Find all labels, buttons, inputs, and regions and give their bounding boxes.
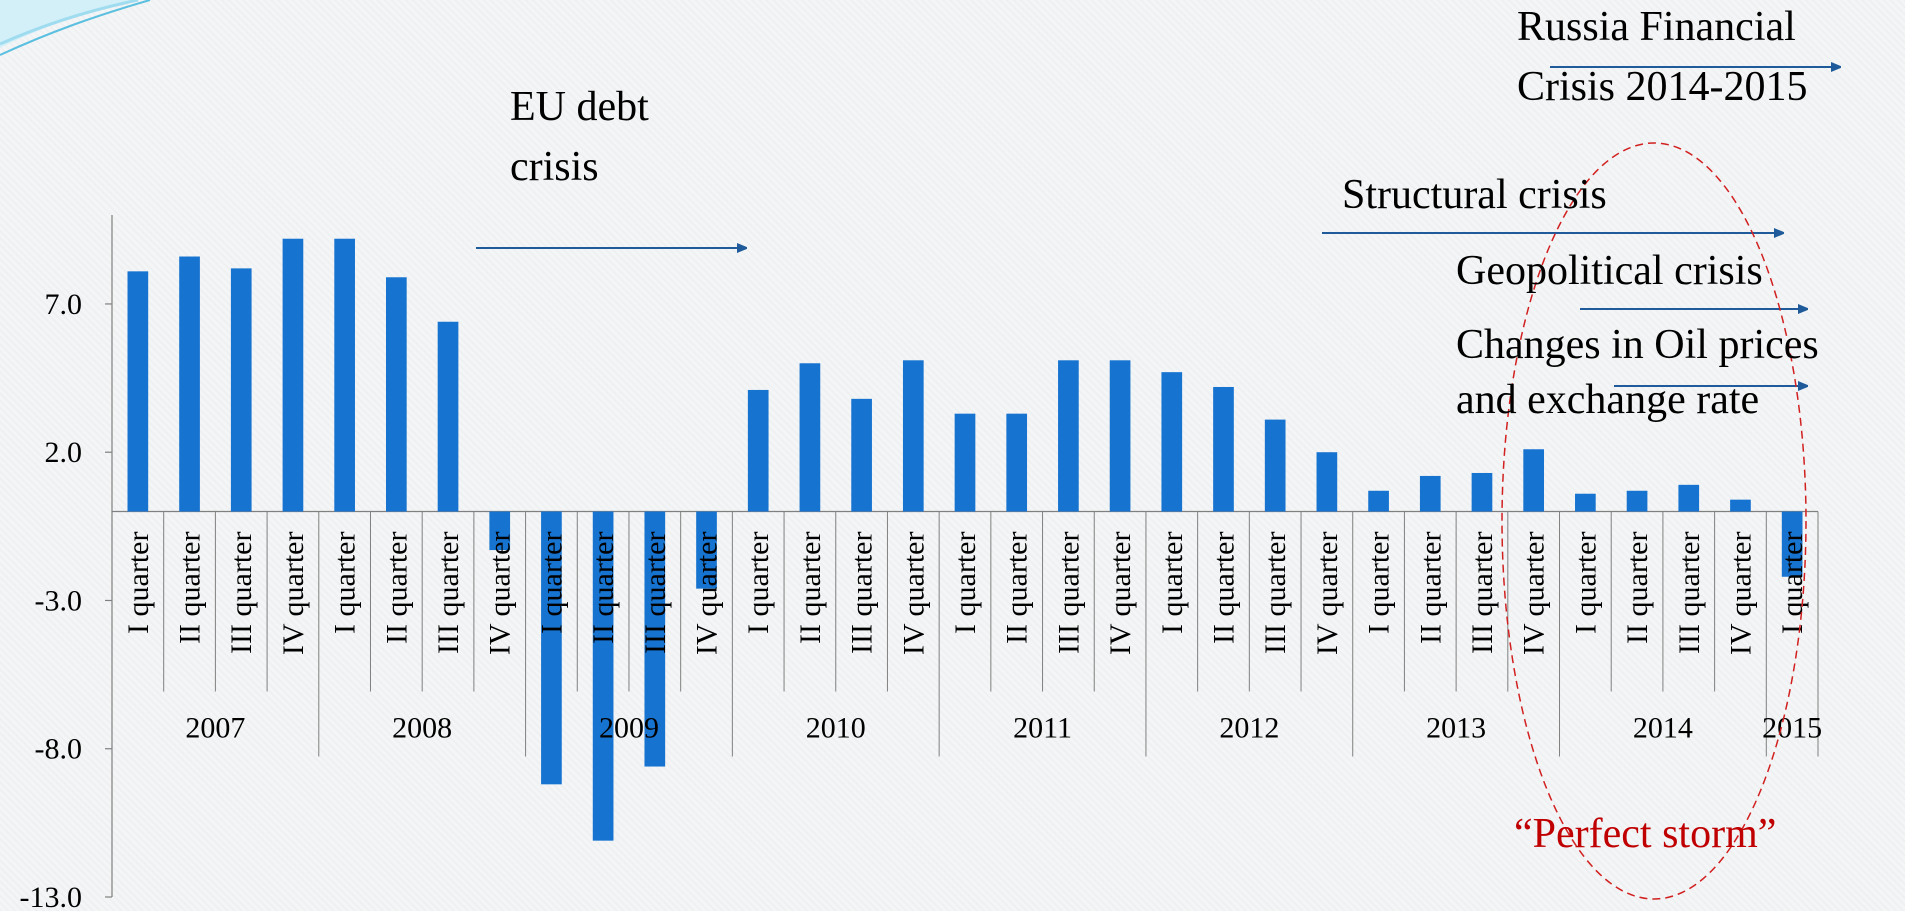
- bar: [230, 268, 252, 512]
- year-label: 2007: [185, 712, 245, 745]
- year-label: 2013: [1426, 712, 1486, 745]
- year-group-labels: 2007 2008 2009 2010 2011 2012 2013 2014 2015: [185, 712, 1822, 745]
- annotation-arrows: [476, 67, 1840, 386]
- category-label: III quarter: [846, 532, 879, 654]
- russia-financial-crisis-text: Russia Financial Crisis 2014-2015: [1517, 4, 1808, 110]
- category-label: III quarter: [432, 532, 465, 654]
- category-label: IV quarter: [1104, 532, 1137, 656]
- year-label: 2008: [392, 712, 452, 745]
- bar: [747, 389, 769, 512]
- bar: [799, 363, 821, 512]
- bar: [1109, 360, 1131, 512]
- y-tick-label: -13.0: [20, 881, 83, 911]
- bar: [489, 511, 511, 551]
- bar: [282, 238, 304, 512]
- category-label: I quarter: [1569, 532, 1602, 634]
- bar: [1781, 511, 1803, 577]
- bar: [851, 398, 872, 512]
- year-label: 2012: [1219, 712, 1279, 745]
- bar: [1626, 490, 1648, 512]
- bar: [1006, 413, 1028, 512]
- category-label: I quarter: [742, 532, 775, 634]
- category-label: III quarter: [1052, 532, 1085, 654]
- eu-debt-crisis-label: EU debt crisis: [510, 78, 649, 197]
- category-label: III quarter: [1466, 532, 1499, 654]
- category-label: III quarter: [225, 532, 258, 654]
- structural-crisis-label: Structural crisis: [1342, 172, 1607, 218]
- decorative-swoosh: [0, 0, 151, 56]
- category-label: III quarter: [1259, 532, 1292, 654]
- category-label: IV quarter: [1724, 532, 1757, 656]
- bar: [1213, 386, 1234, 512]
- bar: [592, 511, 614, 841]
- bar: [541, 511, 562, 785]
- category-label: IV quarter: [691, 532, 724, 656]
- year-label: 2011: [1013, 712, 1072, 745]
- year-label: 2015: [1762, 712, 1822, 745]
- bar: [1575, 493, 1596, 512]
- bar: [696, 511, 717, 589]
- category-labels: I quarter II quarter III quarter IV quarter…: [122, 532, 1809, 656]
- category-label: III quarter: [639, 532, 672, 654]
- bar: [1264, 419, 1286, 512]
- bar: [644, 511, 666, 767]
- category-label: II quarter: [1001, 532, 1034, 644]
- year-label: 2009: [599, 712, 659, 745]
- bar: [1523, 449, 1545, 512]
- russia-financial-crisis-label: Russia Financial Crisis 2014-2015: [1517, 0, 1808, 117]
- bar: [1730, 499, 1751, 512]
- category-label: II quarter: [1207, 532, 1240, 644]
- oil-prices-label: Changes in Oil prices and exchange rate: [1456, 318, 1819, 427]
- category-label: I quarter: [122, 532, 155, 634]
- bar: [1678, 484, 1700, 512]
- oil-prices-text: Changes in Oil prices and exchange rate: [1456, 322, 1819, 423]
- bar: [1368, 490, 1389, 512]
- category-label: II quarter: [174, 532, 207, 644]
- category-label: II quarter: [1414, 532, 1447, 644]
- category-label: I quarter: [1156, 532, 1189, 634]
- bar: [1471, 472, 1493, 512]
- bar: [179, 256, 200, 512]
- category-label: IV quarter: [1518, 532, 1551, 656]
- bar: [1419, 475, 1441, 512]
- bar: [1058, 360, 1079, 512]
- category-label: I quarter: [329, 532, 362, 634]
- bar: [1316, 452, 1338, 512]
- y-tick-label: -8.0: [35, 733, 83, 766]
- bar: [334, 238, 355, 512]
- bar: [127, 271, 149, 512]
- bar: [954, 413, 976, 512]
- perfect-storm-ellipse: [1501, 142, 1807, 900]
- eu-debt-crisis-text: EU debt crisis: [510, 84, 649, 190]
- category-label: II quarter: [1621, 532, 1654, 644]
- category-label: IV quarter: [484, 532, 517, 656]
- bar: [902, 360, 924, 512]
- category-label: I quarter: [1363, 532, 1396, 634]
- bar: [385, 277, 407, 512]
- category-label: IV quarter: [277, 532, 310, 656]
- category-label: II quarter: [794, 532, 827, 644]
- y-tick-label: 7.0: [45, 288, 83, 321]
- y-tick-label: 2.0: [45, 436, 83, 469]
- bar-series: [127, 238, 1803, 841]
- perfect-storm-label: “Perfect storm”: [1514, 811, 1777, 857]
- geopolitical-crisis-label: Geopolitical crisis: [1456, 248, 1763, 294]
- year-label: 2010: [806, 712, 866, 745]
- y-tick-label: -3.0: [35, 584, 83, 617]
- category-label: I quarter: [535, 532, 568, 634]
- category-label: I quarter: [949, 532, 982, 634]
- category-label: IV quarter: [897, 532, 930, 656]
- bar: [437, 321, 459, 512]
- year-label: 2014: [1633, 712, 1693, 745]
- bar: [1161, 372, 1183, 512]
- category-label: I quarter: [1776, 532, 1809, 634]
- category-label: II quarter: [380, 532, 413, 644]
- category-label: II quarter: [587, 532, 620, 644]
- category-label: IV quarter: [1311, 532, 1344, 656]
- category-label: III quarter: [1673, 532, 1706, 654]
